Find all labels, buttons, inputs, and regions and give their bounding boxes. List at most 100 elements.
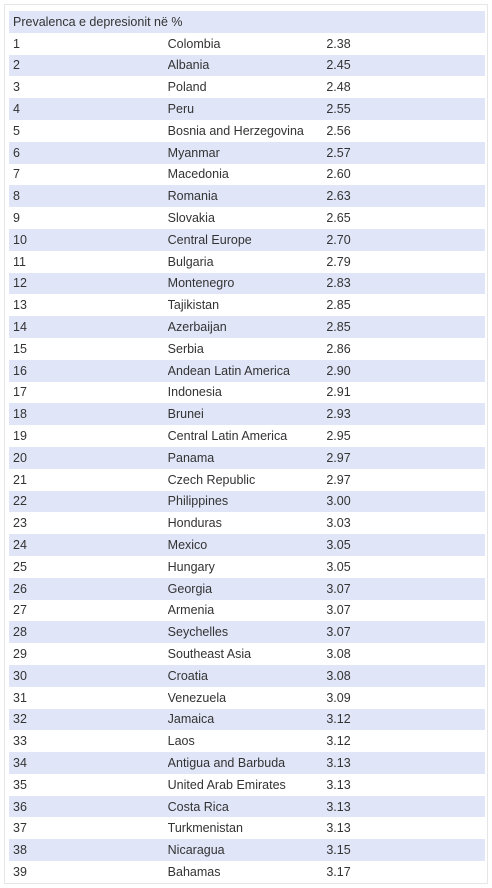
rank-cell: 16: [9, 359, 168, 382]
rank-cell: 13: [9, 294, 168, 317]
country-cell: Indonesia: [167, 381, 327, 404]
table-row: 12 Montenegro 2.83: [9, 272, 485, 295]
value-cell: 2.97: [326, 468, 485, 491]
value-cell: 2.86: [326, 337, 485, 360]
table-row: 36 Costa Rica 3.13: [9, 795, 485, 818]
value-cell: 3.00: [326, 490, 485, 513]
country-cell: Bosnia and Herzegovina: [167, 119, 327, 142]
country-cell: Central Europe: [167, 228, 327, 251]
table-row: 13 Tajikistan 2.85: [9, 294, 485, 317]
country-cell: Venezuela: [167, 686, 327, 709]
rank-cell: 27: [9, 599, 168, 622]
rank-cell: 25: [9, 555, 168, 578]
value-cell: 2.79: [326, 250, 485, 273]
rank-cell: 34: [9, 752, 168, 774]
value-cell: 2.48: [326, 76, 485, 99]
table-row: 35 United Arab Emirates 3.13: [9, 773, 485, 796]
table-row: 38 Nicaragua 3.15: [9, 839, 485, 862]
country-cell: Honduras: [167, 512, 327, 535]
rank-cell: 18: [9, 403, 168, 426]
value-cell: 2.95: [326, 425, 485, 447]
table-header: Prevalenca e depresionit në %: [9, 11, 485, 33]
table-row: 15 Serbia 2.86: [9, 337, 485, 360]
value-cell: 3.05: [326, 555, 485, 578]
country-cell: Colombia: [167, 32, 327, 55]
country-cell: Costa Rica: [167, 795, 327, 818]
value-cell: 2.85: [326, 294, 485, 317]
value-cell: 2.55: [326, 98, 485, 120]
value-cell: 3.03: [326, 512, 485, 535]
rank-cell: 39: [9, 861, 168, 883]
table-row: 4 Peru 2.55: [9, 98, 485, 120]
table-row: 20 Panama 2.97: [9, 446, 485, 469]
table-header-row: Prevalenca e depresionit në %: [9, 11, 485, 33]
table-container: Prevalenca e depresionit në % 1 Colombia 2…: [4, 4, 488, 884]
table-row: 27 Armenia 3.07: [9, 599, 485, 622]
country-cell: Philippines: [167, 490, 327, 513]
country-cell: Bulgaria: [167, 250, 327, 273]
country-cell: Tajikistan: [167, 294, 327, 317]
rank-cell: 9: [9, 207, 168, 229]
value-cell: 2.93: [326, 403, 485, 426]
rank-cell: 14: [9, 316, 168, 338]
value-cell: 2.60: [326, 163, 485, 186]
table-row: 14 Azerbaijan 2.85: [9, 316, 485, 338]
table-row: 5 Bosnia and Herzegovina 2.56: [9, 119, 485, 142]
rank-cell: 1: [9, 32, 168, 55]
rank-cell: 32: [9, 708, 168, 731]
value-cell: 3.12: [326, 708, 485, 731]
country-cell: Laos: [167, 730, 327, 753]
rank-cell: 10: [9, 228, 168, 251]
rank-cell: 30: [9, 664, 168, 687]
value-cell: 3.07: [326, 621, 485, 644]
value-cell: 3.13: [326, 795, 485, 818]
country-cell: Turkmenistan: [167, 817, 327, 840]
table-row: 31 Venezuela 3.09: [9, 686, 485, 709]
country-cell: United Arab Emirates: [167, 773, 327, 796]
rank-cell: 2: [9, 54, 168, 77]
rank-cell: 6: [9, 141, 168, 164]
rank-cell: 33: [9, 730, 168, 753]
table-row: 17 Indonesia 2.91: [9, 381, 485, 404]
table-row: 26 Georgia 3.07: [9, 577, 485, 600]
table-row: 39 Bahamas 3.17: [9, 861, 485, 883]
table-row: 19 Central Latin America 2.95: [9, 425, 485, 447]
rank-cell: 28: [9, 621, 168, 644]
table-row: 21 Czech Republic 2.97: [9, 468, 485, 491]
country-cell: Romania: [167, 185, 327, 208]
table-row: 11 Bulgaria 2.79: [9, 250, 485, 273]
value-cell: 3.08: [326, 664, 485, 687]
rank-cell: 5: [9, 119, 168, 142]
country-cell: Macedonia: [167, 163, 327, 186]
rank-cell: 3: [9, 76, 168, 99]
country-cell: Peru: [167, 98, 327, 120]
value-cell: 3.15: [326, 839, 485, 862]
rank-cell: 15: [9, 337, 168, 360]
rank-cell: 36: [9, 795, 168, 818]
rank-cell: 26: [9, 577, 168, 600]
rank-cell: 37: [9, 817, 168, 840]
value-cell: 2.85: [326, 316, 485, 338]
table-row: 37 Turkmenistan 3.13: [9, 817, 485, 840]
value-cell: 2.90: [326, 359, 485, 382]
value-cell: 3.13: [326, 752, 485, 774]
value-cell: 3.09: [326, 686, 485, 709]
table-row: 8 Romania 2.63: [9, 185, 485, 208]
table-row: 28 Seychelles 3.07: [9, 621, 485, 644]
value-cell: 2.56: [326, 119, 485, 142]
value-cell: 2.83: [326, 272, 485, 295]
value-cell: 3.17: [326, 861, 485, 883]
value-cell: 2.65: [326, 207, 485, 229]
table-row: 10 Central Europe 2.70: [9, 228, 485, 251]
table-row: 18 Brunei 2.93: [9, 403, 485, 426]
rank-cell: 11: [9, 250, 168, 273]
value-cell: 2.63: [326, 185, 485, 208]
value-cell: 2.57: [326, 141, 485, 164]
country-cell: Myanmar: [167, 141, 327, 164]
country-cell: Brunei: [167, 403, 327, 426]
country-cell: Southeast Asia: [167, 643, 327, 665]
value-cell: 2.45: [326, 54, 485, 77]
rank-cell: 12: [9, 272, 168, 295]
country-cell: Seychelles: [167, 621, 327, 644]
country-cell: Central Latin America: [167, 425, 327, 447]
